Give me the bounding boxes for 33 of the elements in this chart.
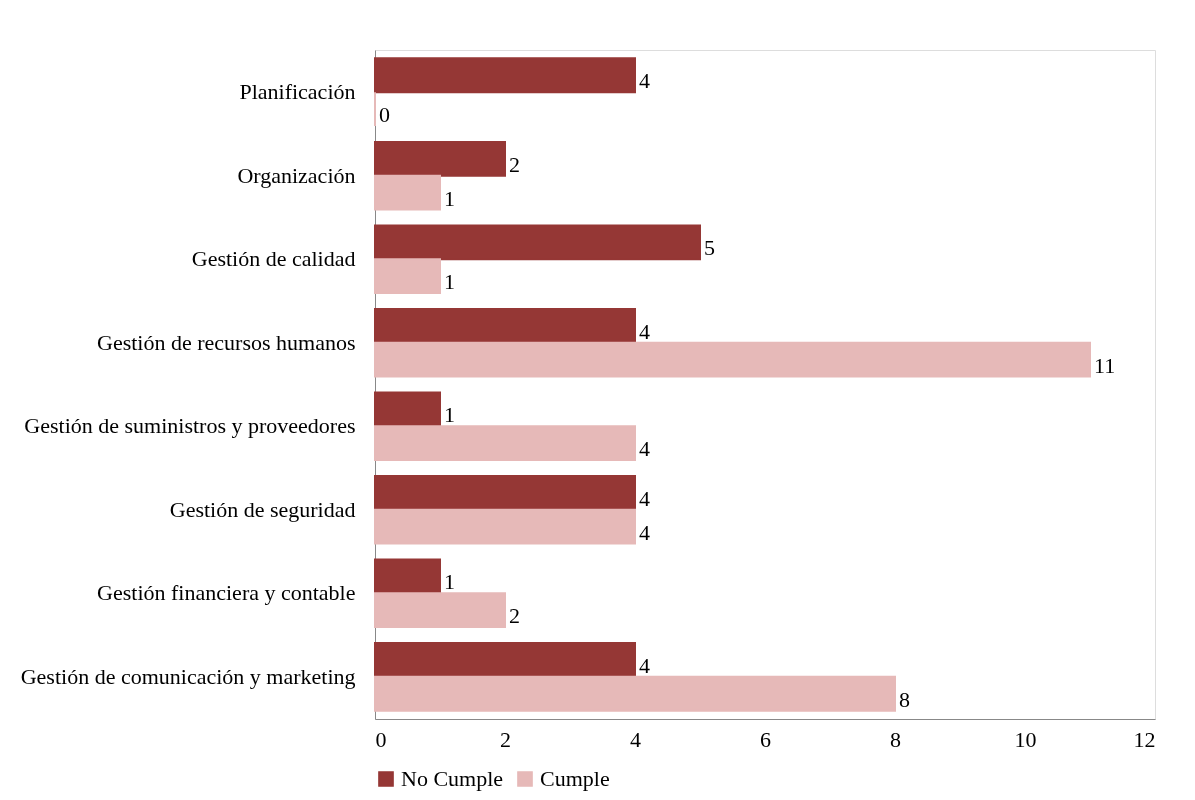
data-label: 2 bbox=[509, 603, 520, 629]
y-tick-label: Gestión de suministros y proveedores bbox=[24, 413, 356, 439]
y-tick-label: Organización bbox=[237, 162, 356, 188]
x-tick-label: 12 bbox=[1133, 726, 1156, 752]
x-tick-label: 2 bbox=[500, 726, 511, 752]
y-tick-label: Gestión de recursos humanos bbox=[97, 329, 356, 355]
y-tick-label: Gestión de calidad bbox=[191, 246, 356, 272]
legend-label: Cumple bbox=[540, 766, 610, 791]
data-label: 8 bbox=[899, 686, 910, 712]
x-tick-label: 4 bbox=[630, 726, 641, 752]
y-tick-label: Gestión de seguridad bbox=[169, 496, 356, 522]
y-tick-label: Gestión de comunicación y marketing bbox=[20, 663, 356, 689]
data-label: 4 bbox=[639, 68, 650, 94]
data-label: 0 bbox=[379, 102, 390, 128]
data-label: 11 bbox=[1094, 352, 1116, 378]
y-tick-label: Planificación bbox=[239, 79, 356, 105]
x-tick-label: 10 bbox=[1014, 726, 1037, 752]
data-label: 5 bbox=[704, 235, 715, 261]
data-label: 1 bbox=[444, 185, 455, 211]
data-label: 4 bbox=[639, 318, 650, 344]
data-label: 1 bbox=[444, 269, 455, 295]
y-tick-label: Gestión financiera y contable bbox=[97, 580, 356, 606]
x-tick-label: 6 bbox=[760, 726, 771, 752]
data-label: 4 bbox=[639, 652, 650, 678]
x-tick-label: 8 bbox=[890, 726, 901, 752]
data-label: 1 bbox=[444, 569, 455, 595]
data-label: 4 bbox=[639, 485, 650, 511]
data-label: 1 bbox=[444, 402, 455, 428]
data-label: 4 bbox=[639, 436, 650, 462]
legend-label: No Cumple bbox=[401, 766, 504, 791]
data-label: 4 bbox=[639, 519, 650, 545]
x-tick-label: 0 bbox=[375, 726, 387, 752]
data-label: 2 bbox=[509, 151, 520, 177]
